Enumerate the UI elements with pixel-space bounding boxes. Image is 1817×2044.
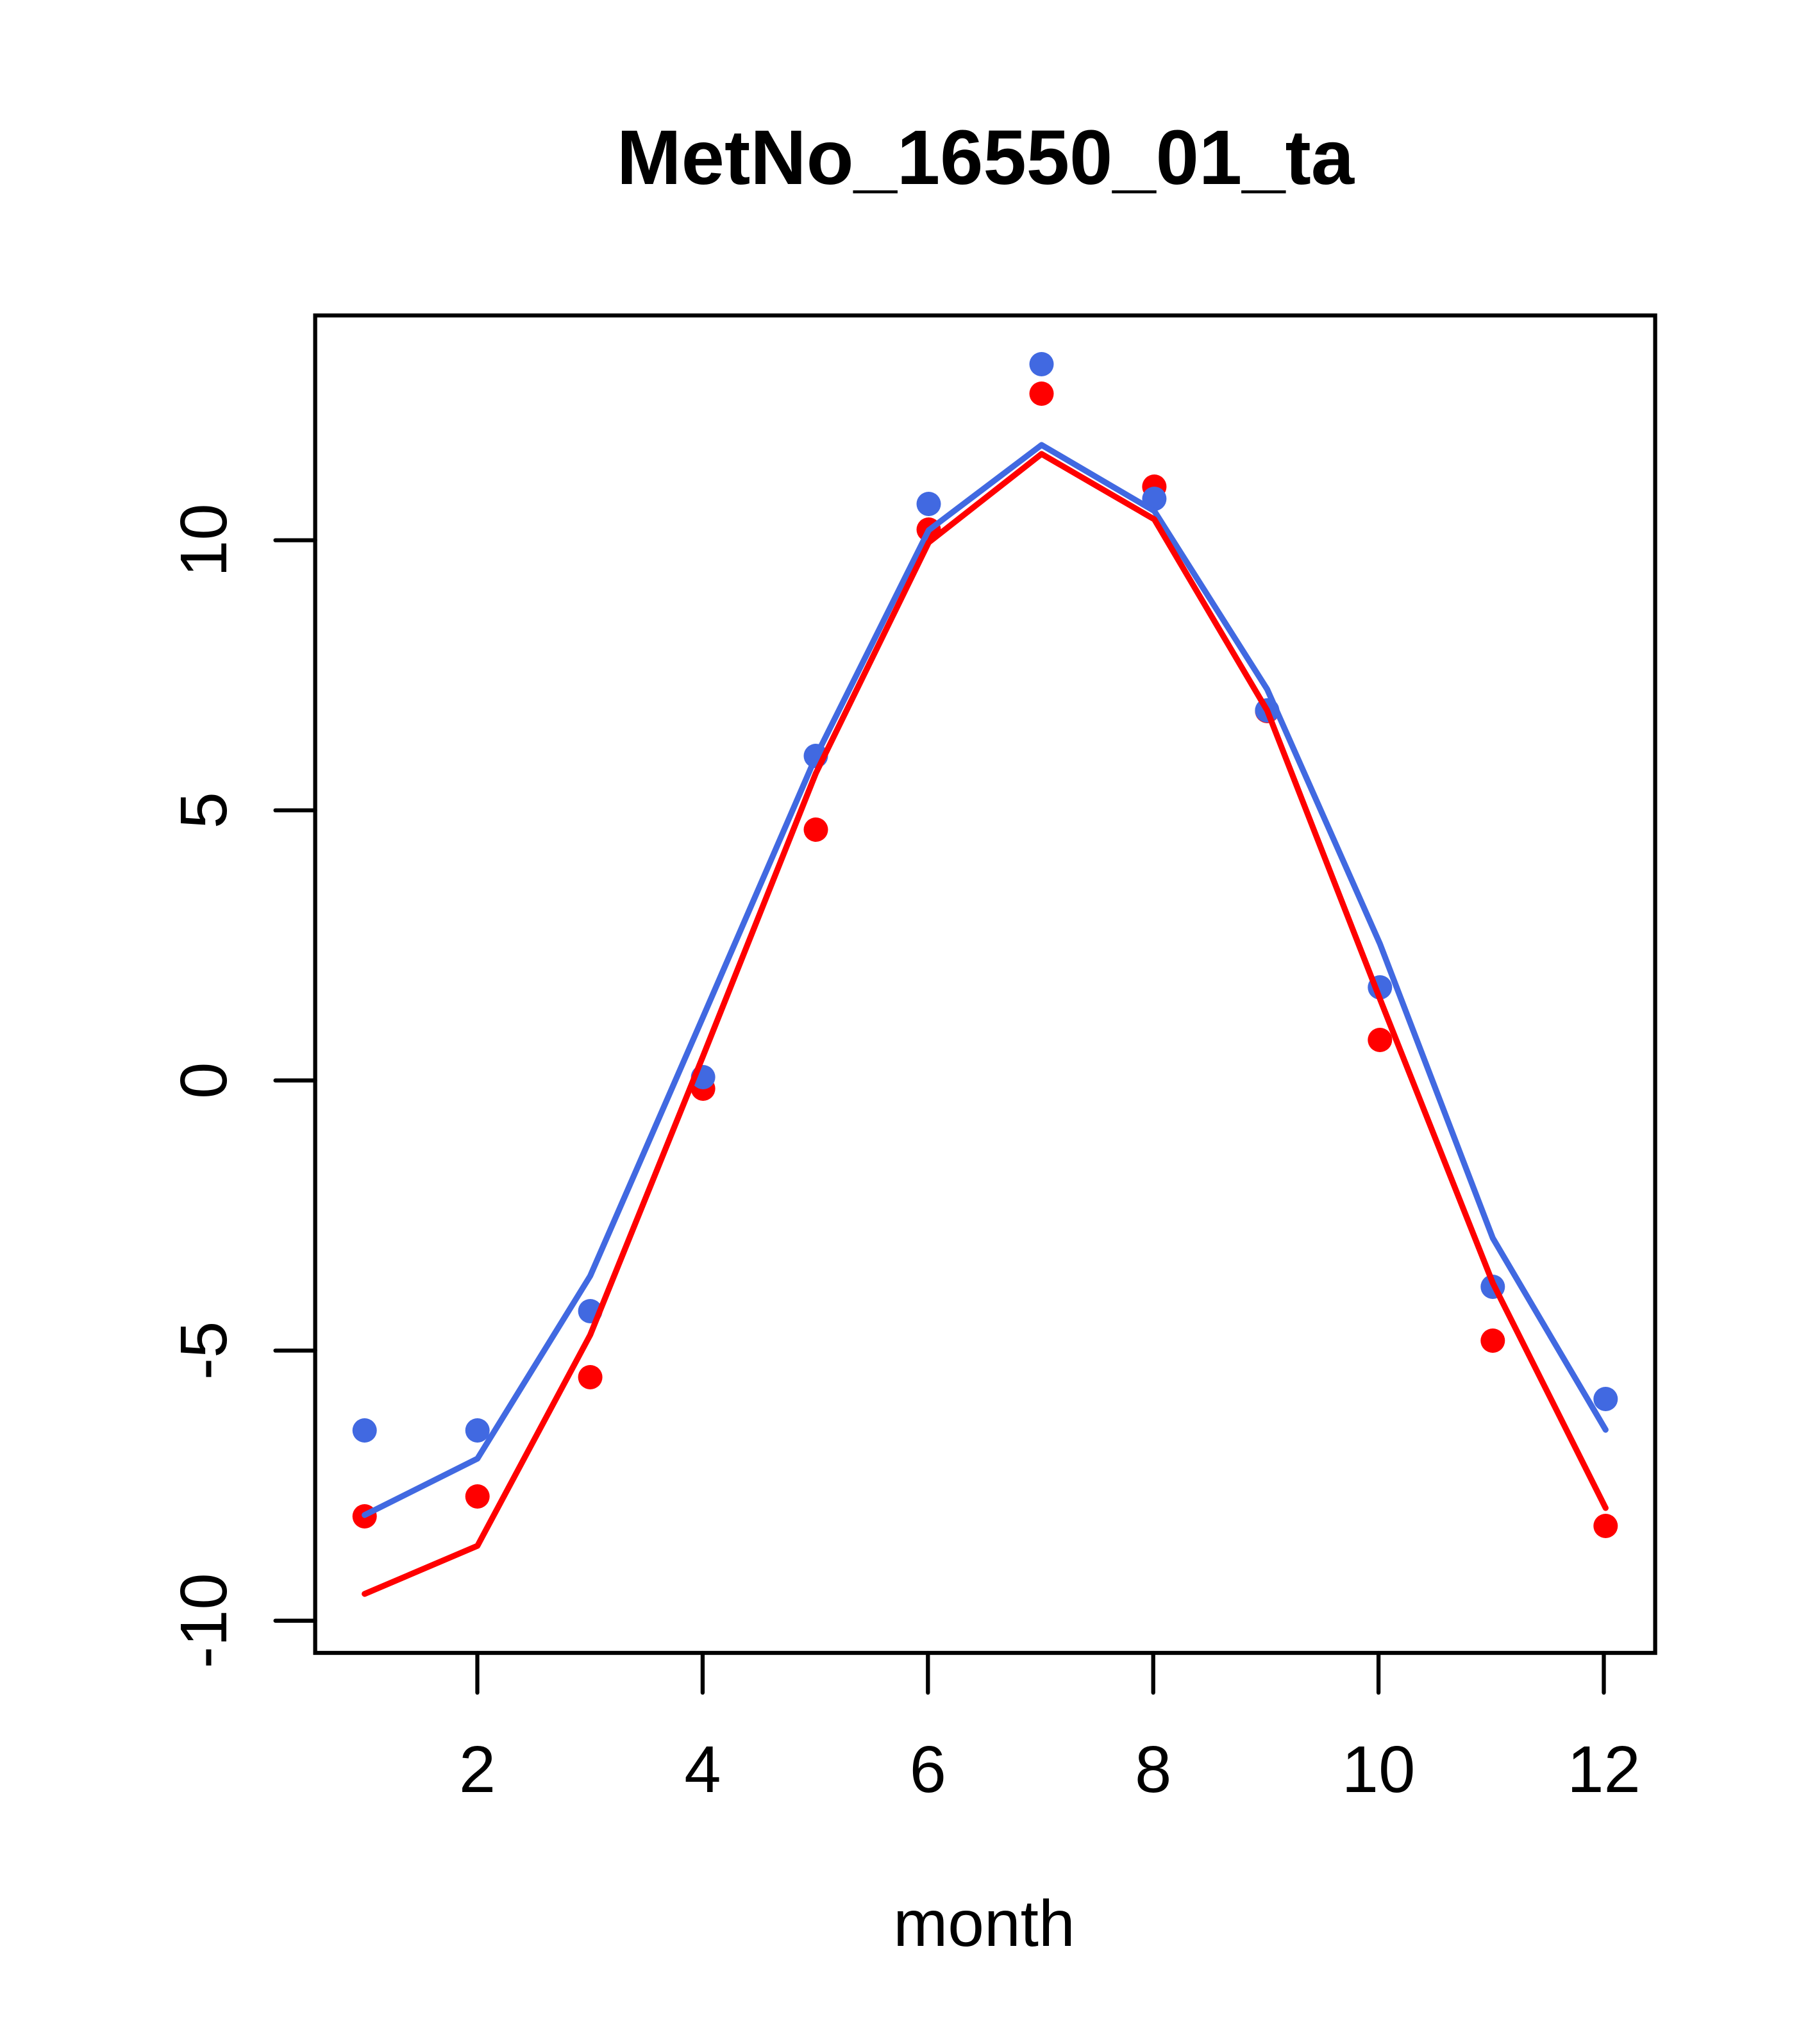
svg-text:5: 5: [167, 792, 240, 828]
svg-text:MetNo_16550_01_ta: MetNo_16550_01_ta: [617, 113, 1355, 201]
svg-text:month: month: [893, 1887, 1075, 1960]
svg-text:12: 12: [1567, 1732, 1641, 1806]
svg-text:2: 2: [459, 1732, 496, 1806]
svg-text:-10: -10: [167, 1573, 240, 1668]
svg-text:0: 0: [167, 1062, 240, 1099]
svg-text:-5: -5: [167, 1321, 240, 1380]
svg-text:10: 10: [167, 503, 240, 577]
svg-text:10: 10: [1342, 1732, 1416, 1806]
svg-text:6: 6: [910, 1732, 946, 1806]
svg-text:8: 8: [1135, 1732, 1171, 1806]
svg-text:4: 4: [684, 1732, 721, 1806]
